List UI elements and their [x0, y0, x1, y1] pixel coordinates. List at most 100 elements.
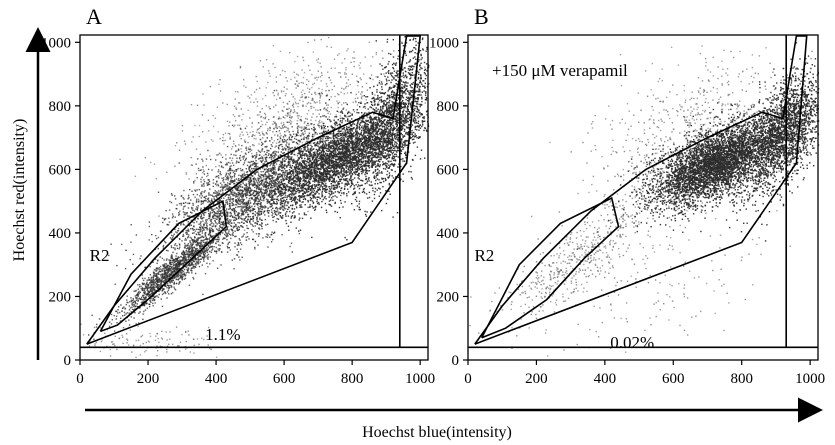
event-point — [201, 257, 204, 259]
event-point — [160, 283, 162, 285]
event-point — [152, 297, 155, 300]
event-point — [264, 181, 266, 183]
event-point — [304, 145, 306, 147]
event-point — [155, 269, 157, 271]
event-point — [222, 190, 224, 192]
event-point — [373, 163, 375, 165]
event-point — [283, 140, 286, 143]
event-point — [293, 141, 295, 143]
event-point — [298, 191, 300, 194]
event-point — [220, 173, 222, 176]
event-point — [239, 189, 242, 191]
event-point — [392, 159, 395, 162]
event-point — [182, 250, 185, 252]
event-point — [227, 186, 229, 188]
event-point — [162, 289, 164, 292]
event-point — [163, 282, 165, 284]
event-point — [268, 150, 270, 152]
event-point — [279, 203, 282, 205]
event-point — [239, 239, 241, 241]
event-point — [200, 181, 202, 183]
event-point — [169, 284, 171, 287]
event-point — [392, 145, 394, 147]
event-point — [248, 176, 250, 178]
event-point — [144, 293, 146, 295]
event-point — [327, 160, 329, 162]
event-point — [180, 204, 183, 206]
event-point — [228, 183, 230, 185]
event-point — [170, 238, 173, 240]
event-point — [186, 247, 188, 250]
event-point — [289, 133, 291, 136]
event-point — [225, 174, 227, 176]
event-point — [284, 213, 287, 216]
event-point — [246, 202, 248, 205]
event-point — [208, 200, 211, 203]
event-point — [308, 183, 310, 185]
event-point — [163, 279, 165, 281]
event-point — [177, 224, 179, 227]
event-point — [137, 300, 139, 302]
event-point — [136, 296, 138, 298]
event-point — [275, 163, 278, 165]
event-point — [144, 286, 147, 288]
event-point — [324, 195, 326, 198]
event-point — [188, 248, 190, 250]
event-point — [243, 218, 245, 220]
event-point — [147, 285, 149, 288]
event-point — [235, 170, 237, 172]
event-point — [326, 130, 328, 133]
event-point — [180, 223, 182, 225]
event-point — [229, 174, 231, 176]
event-point — [281, 201, 283, 203]
event-point — [265, 181, 267, 184]
event-point — [180, 255, 182, 258]
event-point — [179, 270, 181, 272]
event-point — [359, 159, 361, 161]
event-point — [273, 164, 275, 166]
event-point — [257, 206, 259, 209]
event-point — [193, 182, 195, 184]
event-point — [217, 236, 219, 238]
event-point — [216, 191, 219, 194]
event-point — [242, 190, 245, 192]
event-point — [130, 241, 132, 243]
event-point — [234, 242, 236, 244]
event-point — [222, 178, 225, 181]
event-point — [209, 188, 211, 190]
event-point — [165, 249, 168, 252]
event-point — [196, 245, 198, 247]
event-point — [257, 204, 259, 206]
event-point — [134, 290, 137, 292]
event-point — [219, 161, 222, 163]
event-point — [158, 284, 160, 286]
event-point — [254, 214, 257, 217]
event-point — [214, 235, 216, 237]
event-point — [253, 162, 255, 165]
event-point — [360, 155, 362, 157]
event-point — [386, 98, 388, 100]
event-point — [217, 215, 219, 217]
event-point — [394, 138, 397, 140]
event-point — [231, 181, 234, 183]
event-point — [230, 177, 233, 179]
event-point — [222, 238, 224, 240]
event-point — [164, 273, 167, 275]
event-point — [275, 179, 277, 181]
event-point — [110, 243, 112, 245]
event-point — [265, 156, 267, 159]
event-point — [301, 201, 303, 203]
event-point — [242, 226, 244, 228]
event-point — [296, 201, 298, 203]
event-point — [209, 213, 211, 215]
event-point — [155, 295, 157, 298]
event-point — [183, 272, 185, 274]
event-point — [236, 200, 238, 202]
event-point — [302, 132, 304, 134]
event-point — [182, 230, 184, 233]
event-point — [281, 125, 284, 127]
event-point — [339, 149, 341, 151]
event-point — [307, 206, 309, 209]
event-point — [218, 208, 220, 211]
event-point — [223, 186, 226, 189]
